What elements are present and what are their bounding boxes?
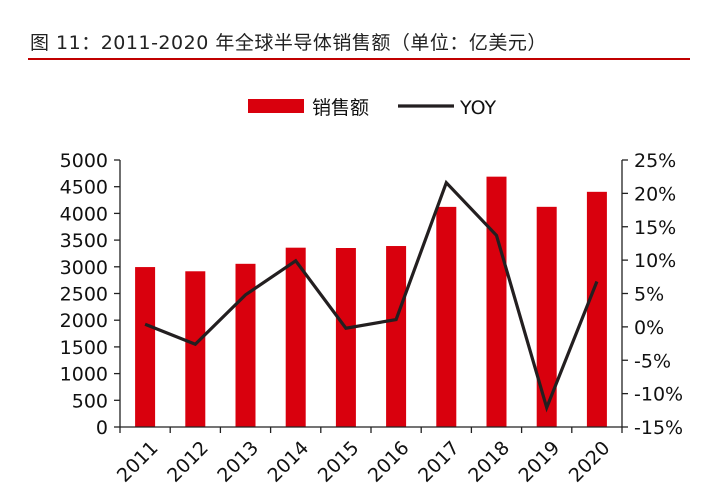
yoy-line: [144, 179, 599, 413]
y-left-tick-label: 2500: [60, 284, 108, 306]
bar-2019: [536, 206, 557, 427]
bar-2016: [386, 246, 407, 427]
y-right-tick-label: 25%: [634, 150, 676, 172]
bar-2014: [285, 247, 306, 427]
figure-title: 图 11：2011-2020 年全球半导体销售额（单位：亿美元）: [30, 32, 547, 54]
x-tick-label: 2019: [514, 437, 564, 487]
x-tick-label: 2018: [464, 437, 514, 487]
legend-line-label: YOY: [459, 97, 496, 119]
x-tick-label: 2016: [364, 437, 414, 487]
x-tick-label: 2013: [213, 437, 263, 487]
y-left-tick-label: 4500: [60, 177, 108, 199]
y-right-tick-label: 0%: [634, 317, 664, 339]
x-tick-label: 2017: [414, 437, 464, 487]
bar-2011: [135, 267, 156, 427]
x-tick-label: 2012: [163, 437, 213, 487]
bar-2020: [586, 191, 607, 427]
y-right-tick-label: 15%: [634, 217, 676, 239]
y-right-tick-label: 10%: [634, 250, 676, 272]
bar-series: [135, 176, 607, 427]
y-left-tick-label: 0: [96, 417, 108, 439]
bar-2017: [436, 206, 457, 427]
x-tick-label: 2015: [314, 437, 364, 487]
y-left-tick-label: 3500: [60, 230, 108, 252]
y-left-tick-label: 2000: [60, 310, 108, 332]
y-left-tick-label: 500: [72, 390, 108, 412]
chart-legend: 销售额 YOY: [248, 97, 496, 119]
y-right-tick-label: 20%: [634, 183, 676, 205]
y-left-tick-label: 1000: [60, 364, 108, 386]
legend-bar-label: 销售额: [312, 97, 369, 119]
line-series: [144, 179, 599, 413]
y-right-tick-label: -15%: [634, 417, 683, 439]
x-tick-label: 2011: [113, 437, 163, 487]
bar-2018: [486, 176, 507, 427]
x-tick-label: 2014: [263, 437, 313, 487]
title-rule: [28, 58, 690, 60]
legend-bar-swatch: [248, 99, 304, 113]
y-left-tick-label: 1500: [60, 337, 108, 359]
bar-2015: [335, 248, 356, 427]
y-left-tick-label: 5000: [60, 150, 108, 172]
y-right-tick-label: -10%: [634, 384, 683, 406]
chart-axes: [114, 159, 628, 433]
y-right-tick-label: 5%: [634, 284, 664, 306]
y-left-tick-label: 3000: [60, 257, 108, 279]
bar-2012: [185, 271, 206, 427]
y-right-tick-label: -5%: [634, 350, 671, 372]
bar-2013: [235, 263, 256, 427]
x-tick-label: 2020: [565, 437, 615, 487]
y-left-tick-label: 4000: [60, 203, 108, 225]
